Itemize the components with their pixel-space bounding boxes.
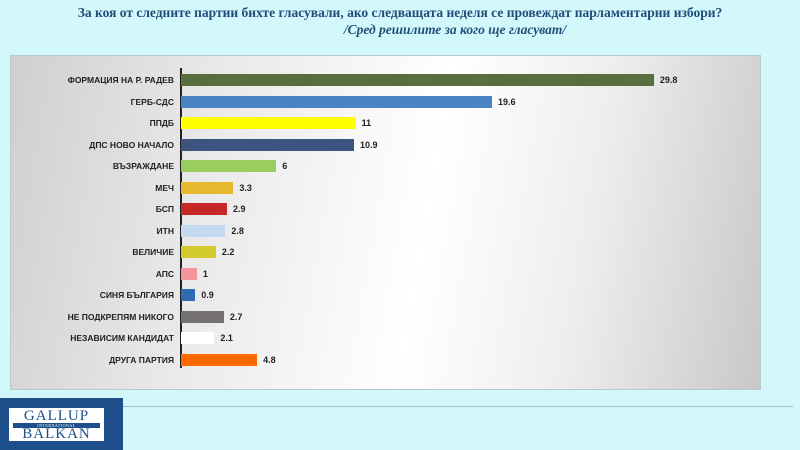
category-label: СИНЯ БЪЛГАРИЯ (99, 290, 174, 300)
category-label: АПС (155, 268, 174, 279)
logo-line-gallup: GALLUP (23, 408, 90, 424)
category-label: ФОРМАЦИЯ НА Р. РАДЕВ (67, 75, 174, 85)
bar (181, 95, 493, 108)
bar-row: БСП 2.9 (0, 202, 800, 216)
bar-row: НЕЗАВИСИМ КАНДИДАТ 2.1 (0, 331, 800, 345)
category-label: ППДБ (149, 118, 174, 128)
value-label: 2.8 (231, 225, 244, 236)
value-label: 2.7 (229, 311, 243, 322)
bar (181, 160, 277, 172)
bar (181, 246, 216, 258)
category-label: НЕЗАВИСИМ КАНДИДАТ (70, 333, 174, 343)
bar (181, 203, 228, 215)
footer-divider (123, 406, 793, 407)
gallup-logo: GALLUP INTERNATIONAL BALKAN (0, 398, 123, 450)
value-label: 3.3 (239, 182, 252, 193)
category-label: МЕЧ (155, 182, 174, 193)
logo-mark: GALLUP INTERNATIONAL BALKAN (9, 408, 104, 442)
category-label: ГЕРБ-СДС (130, 96, 174, 107)
title-question: За коя от следните партии бихте гласувал… (77, 5, 723, 20)
value-label: 19.6 (498, 96, 516, 107)
bar (181, 224, 226, 237)
bar-row: МЕЧ 3.3 (0, 181, 800, 195)
bar (181, 289, 196, 301)
chart-title: За коя от следните партии бихте гласувал… (0, 4, 800, 38)
bar (181, 181, 234, 194)
value-label: 6 (282, 161, 288, 171)
bar (181, 138, 354, 151)
bar (181, 267, 197, 280)
value-label: 0.9 (201, 290, 214, 300)
value-label: 11 (361, 118, 372, 128)
bar-row: ДПС НОВО НАЧАЛО 10.9 (0, 138, 800, 152)
logo-line-balkan: BALKAN (22, 426, 91, 442)
value-label: 10.9 (359, 139, 378, 150)
bar-row: ИТН 2.8 (0, 224, 800, 238)
category-label: БСП (155, 204, 174, 214)
bar-row: СИНЯ БЪЛГАРИЯ 0.9 (0, 288, 800, 302)
bar (181, 332, 215, 344)
category-label: ИТН (156, 225, 174, 236)
bar (181, 74, 654, 86)
value-label: 2.9 (233, 204, 246, 214)
category-label: ВЕЛИЧИЕ (132, 247, 174, 257)
bar (181, 117, 356, 129)
value-label: 4.8 (263, 354, 276, 365)
bar-row: ВЪЗРАЖДАНЕ 6 (0, 159, 800, 173)
bar (181, 310, 224, 323)
y-axis-line (180, 68, 182, 368)
category-label: ДРУГА ПАРТИЯ (109, 354, 174, 365)
bar-row: ФОРМАЦИЯ НА Р. РАДЕВ 29.8 (0, 73, 800, 87)
bar-row: ДРУГА ПАРТИЯ 4.8 (0, 353, 800, 367)
value-label: 29.8 (659, 75, 678, 85)
title-subtitle: /Сред решилите за кого ще гласуват/ (343, 22, 567, 37)
category-label: ДПС НОВО НАЧАЛО (89, 139, 174, 150)
chart-panel (10, 55, 761, 390)
bar-row: НЕ ПОДКРЕПЯМ НИКОГО 2.7 (0, 310, 800, 324)
value-label: 2.2 (221, 247, 235, 257)
category-label: НЕ ПОДКРЕПЯМ НИКОГО (67, 311, 174, 322)
value-label: 1 (202, 268, 208, 279)
bar-row: АПС 1 (0, 267, 800, 281)
bar-row: ГЕРБ-СДС 19.6 (0, 95, 800, 109)
logo-line-international: INTERNATIONAL (13, 423, 100, 428)
bar-row: ВЕЛИЧИЕ 2.2 (0, 245, 800, 259)
value-label: 2.1 (220, 333, 233, 343)
bar-row: ППДБ 11 (0, 116, 800, 130)
bar (181, 353, 258, 366)
category-label: ВЪЗРАЖДАНЕ (112, 161, 174, 171)
